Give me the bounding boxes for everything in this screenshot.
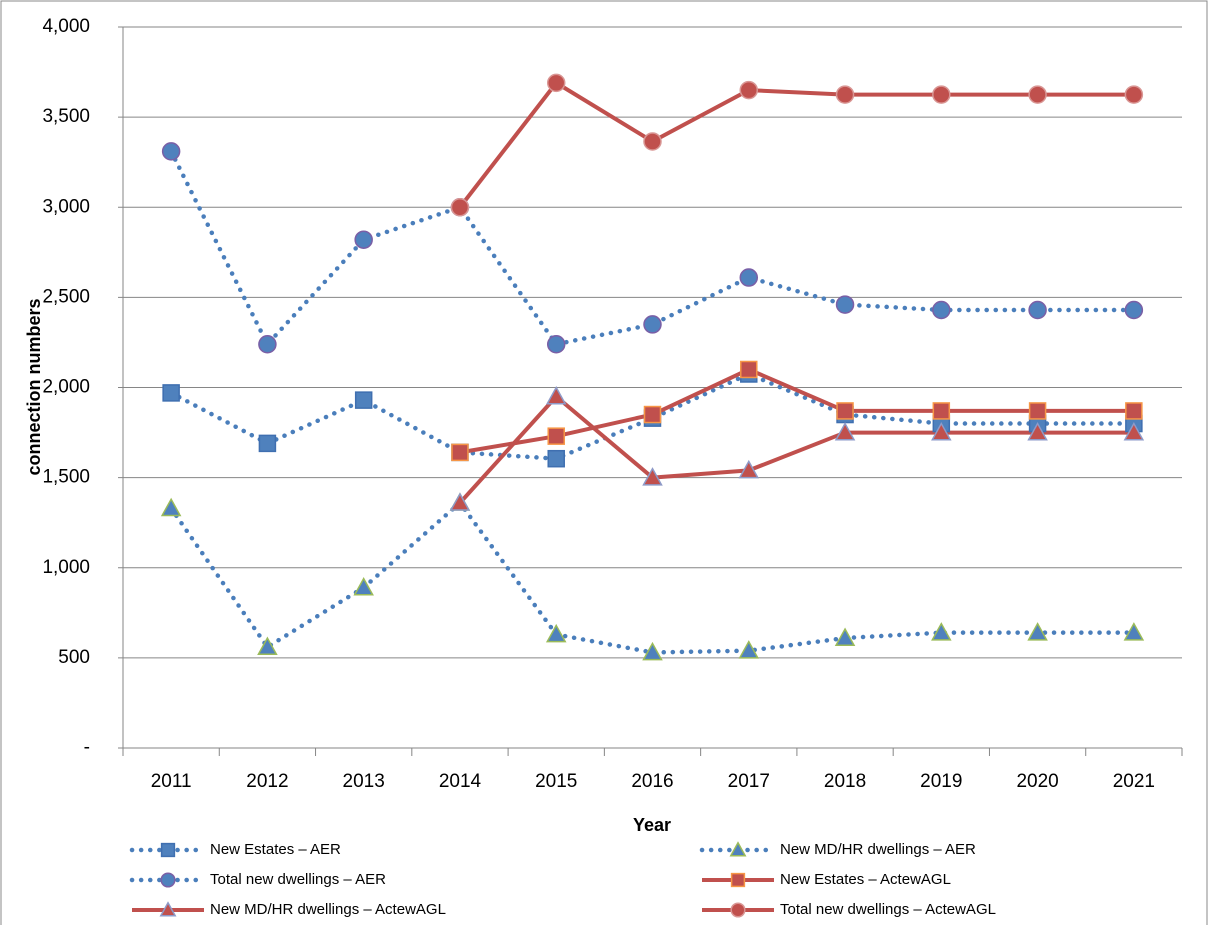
series-line [458, 80, 1134, 209]
data-point [161, 142, 181, 161]
legend-marker [730, 902, 746, 918]
series-line [459, 367, 1134, 455]
legend-marker [730, 872, 746, 888]
series-line [168, 149, 1137, 349]
data-point [354, 391, 373, 409]
data-point [932, 300, 951, 320]
legend-label: Total new dwellings – AER [210, 871, 386, 888]
legend-item: Total new dwellings – AER [129, 871, 386, 888]
y-tick-label: 1,500 [42, 467, 90, 488]
data-point [162, 384, 180, 402]
data-point [547, 427, 565, 445]
data-point [642, 641, 663, 661]
data-point [643, 315, 662, 334]
y-tick-label: 3,500 [42, 106, 90, 127]
data-point [1125, 402, 1143, 420]
legend-label: New Estates – AER [210, 841, 341, 858]
y-tick-label: 2,000 [42, 377, 90, 398]
data-point [931, 422, 952, 441]
data-point [546, 334, 566, 354]
data-point [1028, 85, 1047, 104]
legend-item: New MD/HR dwellings – ActewAGL [132, 901, 446, 918]
data-point [835, 85, 855, 104]
x-tick-label: 2017 [728, 771, 770, 792]
data-point [834, 627, 856, 646]
series-line [168, 371, 1137, 461]
legend-item: Total new dwellings – ActewAGL [702, 901, 996, 918]
data-point [738, 640, 760, 659]
data-point [932, 85, 951, 104]
data-point [1123, 422, 1145, 441]
x-tick-label: 2020 [1016, 771, 1058, 792]
data-point [1124, 300, 1144, 320]
data-point [451, 443, 469, 462]
legend-item: New Estates – AER [129, 841, 341, 858]
y-tick-label: 2,500 [42, 286, 90, 307]
legend-item: New MD/HR dwellings – AER [699, 841, 976, 858]
y-tick-label: 500 [58, 647, 90, 668]
legend-marker [729, 841, 747, 857]
data-point [546, 73, 566, 93]
x-tick-label: 2016 [631, 771, 673, 792]
x-tick-label: 2013 [343, 771, 385, 792]
series-line [458, 394, 1134, 505]
legend-marker [159, 901, 177, 917]
y-tick-label: 4,000 [42, 16, 90, 37]
x-tick-label: 2011 [151, 771, 192, 792]
data-point [449, 492, 471, 511]
data-point [739, 80, 759, 100]
y-tick-label: 1,000 [42, 557, 90, 578]
data-point [740, 360, 758, 379]
data-point [643, 405, 662, 424]
legend-label: Total new dwellings – ActewAGL [780, 901, 996, 918]
legend-label: New MD/HR dwellings – AER [780, 841, 976, 858]
data-point [1124, 85, 1144, 104]
data-point [1027, 622, 1048, 641]
data-point [931, 622, 952, 641]
legend-marker [160, 872, 176, 888]
data-point [545, 623, 567, 643]
data-point [258, 434, 277, 453]
data-point [834, 422, 856, 441]
series-line [168, 499, 1137, 655]
data-point [1123, 622, 1145, 641]
data-point [1027, 422, 1048, 441]
data-point [932, 402, 951, 420]
legend-marker [160, 842, 176, 858]
x-tick-label: 2018 [824, 771, 866, 792]
data-point [643, 132, 662, 151]
data-point [835, 295, 855, 314]
data-point [354, 230, 373, 249]
x-tick-label: 2019 [920, 771, 962, 792]
x-tick-label: 2021 [1113, 771, 1155, 792]
x-axis-label: Year [633, 815, 671, 835]
x-tick-label: 2012 [246, 771, 288, 792]
data-point [738, 459, 760, 479]
data-point [450, 198, 470, 217]
data-point [353, 577, 374, 596]
data-point [836, 402, 854, 420]
y-tick-label: 3,000 [42, 196, 90, 217]
data-point [547, 449, 565, 468]
data-point [545, 385, 567, 405]
data-point [1028, 402, 1047, 420]
data-point [258, 334, 277, 354]
legend-label: New Estates – ActewAGL [780, 871, 951, 888]
y-axis-label: connection numbers [24, 298, 44, 475]
x-tick-label: 2014 [439, 771, 482, 792]
data-point [1028, 300, 1047, 320]
x-tick-label: 2015 [535, 771, 577, 792]
data-point [642, 467, 663, 486]
legend-label: New MD/HR dwellings – ActewAGL [210, 901, 446, 918]
legend-item: New Estates – ActewAGL [702, 871, 951, 888]
y-tick-label: - [84, 737, 90, 758]
data-point [257, 636, 278, 656]
data-point [739, 268, 759, 287]
data-point [160, 497, 182, 517]
